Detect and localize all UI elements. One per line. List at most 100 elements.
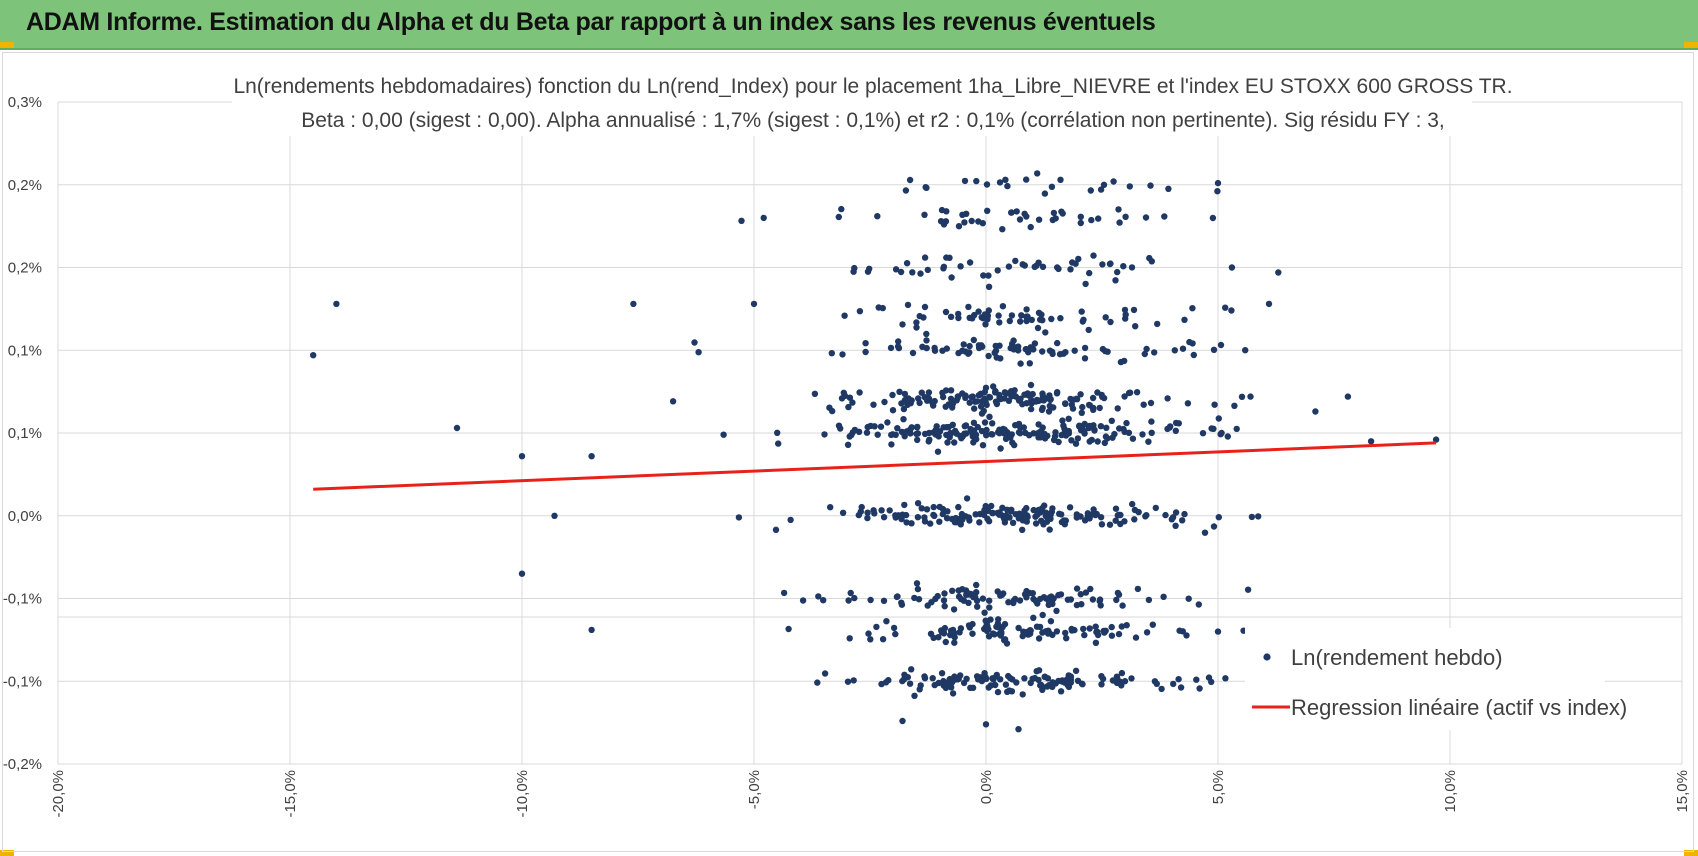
scatter-point	[1081, 420, 1088, 428]
scatter-point	[886, 507, 893, 514]
scatter-point	[882, 679, 890, 686]
scatter-point	[1035, 506, 1042, 514]
scatter-point	[953, 430, 960, 437]
scatter-point	[1184, 400, 1192, 407]
scatter-point	[1143, 629, 1151, 636]
scatter-point	[1037, 316, 1044, 323]
scatter-point	[1086, 422, 1093, 430]
scatter-point	[1041, 502, 1048, 509]
scatter-point	[1024, 313, 1031, 320]
scatter-point	[1026, 432, 1033, 439]
scatter-point	[1059, 210, 1066, 217]
scatter-point	[1048, 183, 1056, 190]
scatter-point	[1031, 263, 1038, 270]
scatter-point	[787, 516, 794, 524]
scatter-point	[874, 431, 881, 438]
scatter-point	[1065, 415, 1072, 422]
scatter-point	[1145, 596, 1153, 604]
scatter-point-outlier	[1265, 300, 1273, 308]
scatter-point	[1023, 306, 1030, 313]
scatter-point-outlier	[551, 512, 558, 519]
scatter-point	[735, 514, 743, 521]
y-tick-label: 0,1%	[8, 425, 42, 442]
scatter-point	[1106, 260, 1114, 268]
x-tick-label: -20,0%	[50, 770, 67, 818]
legend-scatter-marker	[1263, 653, 1271, 661]
scatter-point	[925, 389, 933, 396]
scatter-point	[760, 214, 767, 222]
scatter-point	[989, 509, 996, 517]
scatter-point	[1049, 350, 1056, 358]
scatter-point	[879, 304, 886, 312]
scatter-point	[892, 431, 899, 438]
scatter-point	[921, 518, 929, 525]
scatter-point	[1104, 435, 1111, 442]
scatter-point-outlier	[1228, 264, 1236, 271]
scatter-point	[981, 388, 988, 396]
scatter-point	[975, 218, 982, 225]
scatter-point	[948, 684, 955, 691]
scatter-point	[960, 341, 967, 348]
scatter-point	[992, 398, 1000, 405]
scatter-point	[864, 423, 871, 431]
scatter-point	[991, 349, 998, 356]
scatter-point	[989, 431, 996, 438]
scatter-point	[1133, 389, 1141, 396]
scatter-point	[867, 636, 874, 643]
scatter-point-outlier	[453, 424, 461, 432]
scatter-point	[929, 675, 936, 682]
scatter-point	[934, 592, 941, 600]
scatter-point	[839, 509, 847, 516]
scatter-point	[1004, 182, 1011, 190]
scatter-point	[1175, 676, 1182, 683]
scatter-point	[984, 207, 991, 214]
scatter-point	[1001, 389, 1009, 396]
scatter-point	[1148, 429, 1155, 436]
scatter-point	[944, 679, 951, 687]
scatter-point	[1019, 691, 1026, 698]
scatter-point	[889, 407, 897, 414]
scatter-point	[927, 520, 934, 527]
scatter-point	[1094, 631, 1102, 639]
scatter-point	[1027, 405, 1035, 413]
scatter-point	[1218, 429, 1225, 437]
scatter-point	[962, 422, 970, 429]
scatter-point	[981, 419, 989, 426]
scatter-point	[947, 387, 955, 394]
scatter-point	[887, 344, 895, 352]
scatter-point	[1186, 338, 1193, 346]
scatter-point	[1070, 396, 1077, 403]
scatter-point	[1075, 255, 1082, 263]
scatter-point-outlier	[1432, 436, 1440, 443]
scatter-point	[1169, 514, 1177, 521]
scatter-point	[799, 597, 807, 604]
scatter-point	[1013, 208, 1020, 215]
scatter-point	[1131, 516, 1138, 523]
legend-background	[1245, 628, 1605, 730]
scatter-point	[880, 597, 888, 604]
scatter-point	[1120, 263, 1127, 270]
scatter-point	[1068, 625, 1075, 633]
scatter-point	[1007, 434, 1014, 441]
scatter-point	[1107, 318, 1114, 326]
scatter-point	[1078, 409, 1086, 416]
scatter-point	[691, 339, 698, 346]
scatter-point	[996, 179, 1004, 186]
scatter-point	[989, 420, 996, 427]
scatter-point	[923, 184, 930, 191]
scatter-point	[1026, 360, 1034, 367]
scatter-point	[1001, 636, 1009, 643]
scatter-point	[1042, 509, 1050, 516]
scatter-point	[839, 351, 846, 358]
scatter-point	[1023, 400, 1030, 407]
x-tick-label: -15,0%	[282, 770, 299, 818]
scatter-point	[966, 259, 974, 266]
scatter-point	[889, 391, 896, 399]
scatter-point	[1160, 593, 1167, 600]
scatter-point	[973, 436, 980, 443]
scatter-point	[971, 405, 978, 412]
scatter-point	[1185, 595, 1192, 602]
scatter-point	[955, 587, 962, 594]
scatter-point	[984, 515, 991, 522]
